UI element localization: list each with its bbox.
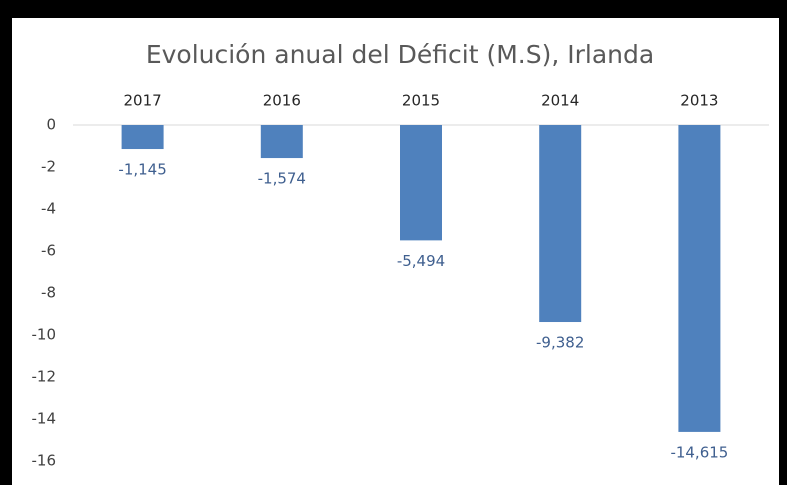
bar xyxy=(400,125,442,241)
frame-left xyxy=(0,0,12,485)
y-tick-label: -14 xyxy=(32,410,57,428)
y-tick-label: 0 xyxy=(46,116,56,134)
chart-title: Evolución anual del Déficit (M.S), Irlan… xyxy=(146,40,654,69)
y-tick-label: -4 xyxy=(41,200,56,218)
bar xyxy=(260,125,303,159)
data-label: -14,615 xyxy=(670,443,728,461)
x-tick-label: 2016 xyxy=(263,92,301,110)
bar xyxy=(678,125,721,432)
x-tick-label: 2015 xyxy=(402,92,440,110)
data-label: -1,574 xyxy=(258,170,306,188)
y-tick-label: -8 xyxy=(41,284,56,302)
bar xyxy=(539,125,582,323)
y-tick-label: -16 xyxy=(32,452,57,470)
frame-top xyxy=(0,0,787,18)
data-label: -1,145 xyxy=(118,161,166,179)
x-tick-label: 2013 xyxy=(680,92,718,110)
x-tick-label: 2014 xyxy=(541,92,579,110)
bar xyxy=(121,125,164,150)
y-tick-label: -12 xyxy=(32,368,57,386)
frame-right xyxy=(779,0,787,485)
y-tick-label: -6 xyxy=(41,242,56,260)
y-tick-label: -2 xyxy=(41,158,56,176)
x-tick-label: 2017 xyxy=(124,92,162,110)
y-tick-label: -10 xyxy=(32,326,57,344)
data-label: -9,382 xyxy=(536,334,584,352)
data-label: -5,494 xyxy=(397,252,445,270)
